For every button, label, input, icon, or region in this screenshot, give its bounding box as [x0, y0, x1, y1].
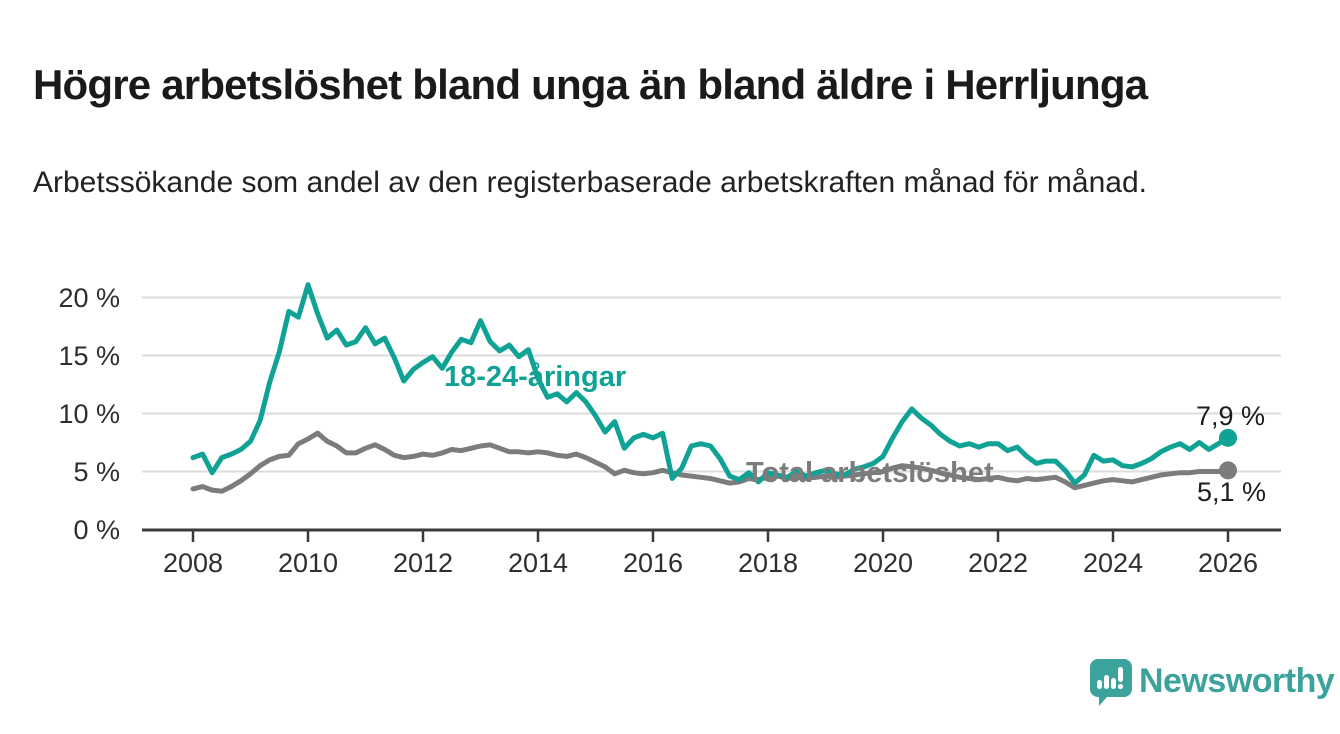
- y-axis-tick-label: 20 %: [58, 282, 120, 313]
- page-title: Högre arbetslöshet bland unga än bland ä…: [33, 61, 1148, 109]
- x-axis-tick-label: 2008: [162, 548, 224, 578]
- x-axis-tick-label: 2020: [852, 548, 914, 578]
- series-line-youth: [190, 282, 1231, 486]
- series-label-total: Total arbetslöshet: [746, 457, 994, 489]
- chart-subtitle: Arbetssökande som andel av den registerb…: [33, 166, 1147, 199]
- x-axis-tick-label: 2016: [622, 548, 684, 578]
- x-axis-tick-label: 2010: [277, 548, 339, 578]
- x-axis-tick-label: 2022: [967, 548, 1029, 578]
- end-dot-total: [1219, 461, 1238, 480]
- y-axis-tick-label: 15 %: [58, 340, 120, 371]
- x-axis-tick-label: 2026: [1197, 548, 1259, 578]
- end-dot-youth: [1219, 428, 1238, 447]
- end-value-label-total: 5,1 %: [1197, 477, 1267, 507]
- newsworthy-branding: Newsworthy: [1088, 658, 1335, 708]
- x-axis-tick-label: 2018: [737, 548, 799, 578]
- series-label-youth: 18-24-åringar: [444, 361, 627, 393]
- x-axis-tick-label: 2014: [507, 548, 569, 578]
- y-axis-tick-label: 5 %: [73, 456, 120, 487]
- newsworthy-wordmark: Newsworthy: [1139, 662, 1335, 700]
- y-axis-tick-label: 0 %: [73, 514, 120, 545]
- x-axis-tick-label: 2024: [1082, 548, 1144, 578]
- y-axis-tick-label: 10 %: [58, 398, 120, 429]
- end-value-label-youth: 7,9 %: [1196, 401, 1266, 431]
- newsworthy-logo-icon: [1090, 659, 1132, 706]
- x-axis-tick-label: 2012: [392, 548, 454, 578]
- series-line-total: [190, 430, 1231, 494]
